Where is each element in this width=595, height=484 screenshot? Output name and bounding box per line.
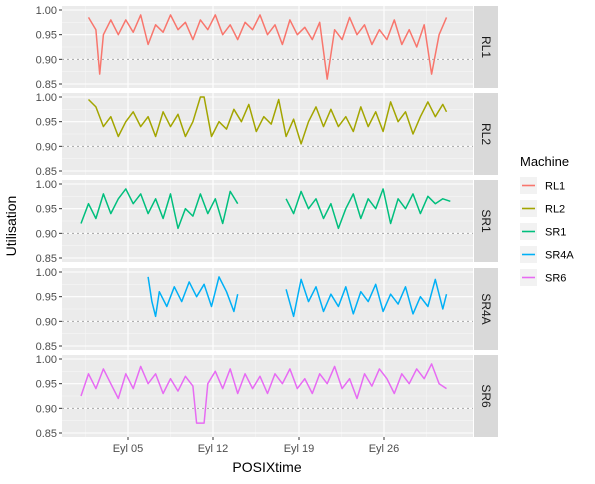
x-tick-label: Eyl 26	[369, 443, 400, 455]
y-tick-label: 0.95	[36, 379, 57, 391]
facet-panel-rl1: 0.85 0.90 0.95 1.00 RL1	[36, 5, 498, 91]
y-axis-title: Utilisation	[3, 196, 19, 257]
facet-strip-label: RL2	[479, 123, 493, 145]
facet-panel-rl2: 0.85 0.90 0.95 1.00 RL2	[36, 92, 498, 178]
facet-panel-sr6: 0.85 0.90 0.95 1.00 SR6	[36, 354, 498, 440]
y-tick-label: 1.00	[36, 179, 57, 191]
y-tick-label: 0.95	[36, 117, 57, 129]
y-tick-label: 1.00	[36, 267, 57, 279]
facet-strip	[474, 6, 498, 88]
series-line-sr4a-2	[285, 278, 448, 318]
y-tick-label: 0.90	[36, 54, 57, 66]
series-line-rl1-1	[87, 14, 448, 80]
x-axis-title: POSIXtime	[232, 459, 301, 475]
legend: Machine RL1 RL2 SR1 SR4A SR6	[520, 154, 574, 286]
x-axis: Eyl 05 Eyl 12 Eyl 19 Eyl 26	[113, 437, 400, 455]
legend-label: RL2	[545, 204, 565, 216]
y-tick-label: 0.90	[36, 403, 57, 415]
y-tick-label: 0.85	[36, 253, 57, 265]
y-tick-label: 0.95	[36, 204, 57, 216]
y-tick-label: 0.95	[36, 292, 57, 304]
facet-panel-sr1: 0.85 0.90 0.95 1.00 SR1	[36, 179, 498, 265]
y-tick-label: 0.85	[36, 341, 57, 353]
y-tick-label: 0.95	[36, 30, 57, 42]
y-tick-label: 0.85	[36, 79, 57, 91]
series-line-sr1-1	[80, 188, 239, 230]
y-tick-label: 0.90	[36, 316, 57, 328]
facet-strip-label: SR1	[479, 209, 493, 233]
y-tick-label: 1.00	[36, 92, 57, 104]
series-line-sr1-2	[285, 188, 451, 230]
legend-label: SR6	[545, 273, 566, 285]
facet-panels: 0.850.900.951.00RL10.850.900.951.00RL20.…	[36, 5, 498, 440]
facet-strip	[474, 180, 498, 262]
legend-title: Machine	[520, 154, 569, 169]
facet-strip-label: SR6	[479, 384, 493, 408]
facet-strip-label: RL1	[479, 36, 493, 58]
series-line-sr4a-1	[147, 276, 239, 318]
y-tick-label: 0.90	[36, 141, 57, 153]
legend-label: SR1	[545, 227, 566, 239]
y-tick-label: 0.85	[36, 428, 57, 440]
facet-strip-label: SR4A	[479, 293, 493, 324]
series-line-rl2-1	[87, 96, 448, 145]
y-tick-label: 0.85	[36, 166, 57, 178]
y-tick-label: 0.90	[36, 228, 57, 240]
y-tick-label: 1.00	[36, 5, 57, 17]
x-tick-label: Eyl 19	[284, 443, 315, 455]
facet-strip	[474, 268, 498, 350]
facet-strip	[474, 93, 498, 175]
x-tick-label: Eyl 12	[198, 443, 229, 455]
legend-label: SR4A	[545, 250, 574, 262]
facet-strip	[474, 355, 498, 437]
y-tick-label: 1.00	[36, 354, 57, 366]
legend-label: RL1	[545, 181, 565, 193]
series-line-sr6-1	[80, 363, 447, 424]
facet-panel-sr4a: 0.85 0.90 0.95 1.00 SR4A	[36, 267, 498, 353]
x-tick-label: Eyl 05	[113, 443, 144, 455]
